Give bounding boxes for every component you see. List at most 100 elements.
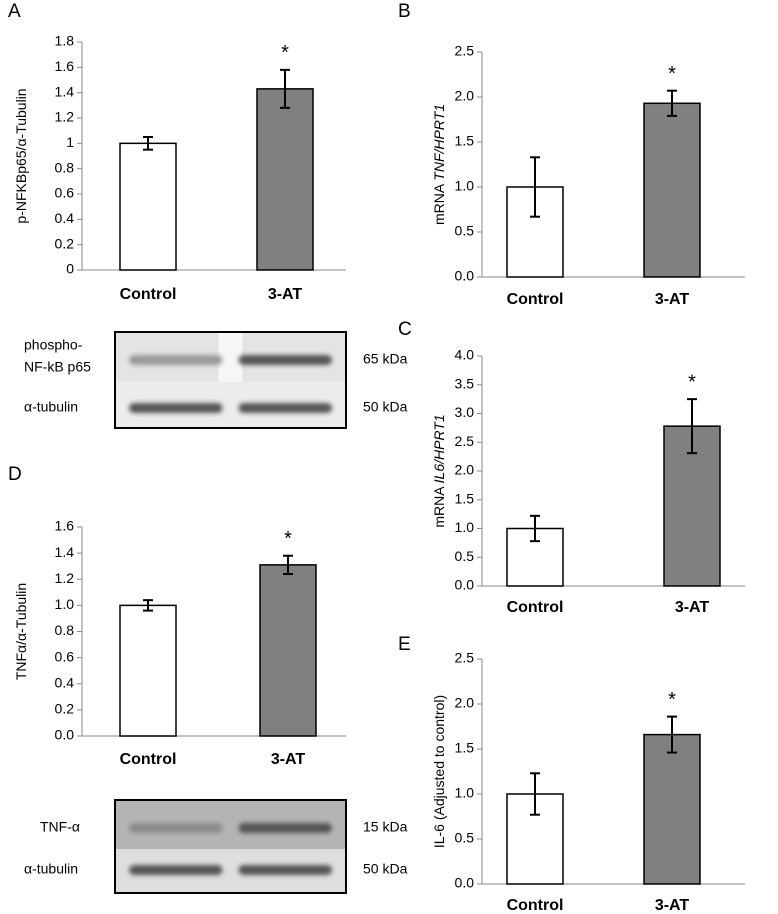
y-tick-label: 1.0 <box>55 596 75 612</box>
error-bar <box>143 599 153 612</box>
y-axis-label: p-NFKBp65/α-Tubulin <box>13 88 29 223</box>
x-tick-label: 3-AT <box>655 291 690 308</box>
error-bar <box>530 156 540 218</box>
y-tick-label: 0.5 <box>455 830 475 846</box>
blot-band <box>129 865 223 875</box>
y-tick-label: 0.0 <box>55 727 75 743</box>
error-bar <box>530 514 540 543</box>
y-label-italic: IL6/HPRT1 <box>431 414 447 483</box>
blot-band <box>129 403 223 413</box>
y-tick-label: 3.5 <box>455 375 475 391</box>
y-tick-label: 0.5 <box>455 548 475 564</box>
x-tick-label: Control <box>507 291 564 308</box>
blot-row-label: TNF-α <box>40 819 80 835</box>
y-tick-label: 1.0 <box>455 519 475 535</box>
blot-lane-gap <box>218 332 243 382</box>
significance-mark: * <box>284 528 292 550</box>
y-axis-label: TNFα/α-Tubulin <box>13 583 29 680</box>
y-tick-label: 1.8 <box>55 33 75 49</box>
y-label-text: p-NFKBp65/α-Tubulin <box>13 88 29 223</box>
panel-letter: A <box>8 1 21 22</box>
y-tick-label: 1.5 <box>455 740 475 756</box>
bar <box>259 564 317 737</box>
blot-size-label: 15 kDa <box>363 819 408 835</box>
error-bar <box>280 68 290 109</box>
blot-band <box>238 403 332 413</box>
blot-row-label: α-tubulin <box>24 861 78 877</box>
y-tick-label: 1.2 <box>55 570 75 586</box>
panel-letter: B <box>398 1 411 22</box>
y-tick-label: 1.0 <box>455 785 475 801</box>
panel-letter: D <box>8 464 22 485</box>
y-label-italic: TNF/HPRT1 <box>431 104 447 181</box>
error-bar <box>667 89 677 117</box>
y-tick-label: 1.4 <box>55 83 75 99</box>
y-tick-label: 0.4 <box>55 210 75 226</box>
y-tick-label: 2.5 <box>455 433 475 449</box>
significance-mark: * <box>688 371 696 393</box>
y-axis-label: IL-6 (Adjusted to control) <box>431 695 447 848</box>
x-tick-label: Control <box>507 897 564 914</box>
y-tick-label: 0.2 <box>55 701 75 717</box>
blot-band <box>238 823 332 833</box>
blot-band <box>129 823 223 833</box>
x-tick-label: 3-AT <box>675 599 710 616</box>
western-blot <box>114 331 347 429</box>
error-bar <box>530 772 540 816</box>
bar <box>643 733 701 885</box>
blot-row-label: α-tubulin <box>24 399 78 415</box>
y-tick-label: 1.5 <box>455 490 475 506</box>
bar <box>643 102 701 278</box>
y-tick-label: 0.0 <box>455 268 475 284</box>
y-tick-label: 1.6 <box>55 58 75 74</box>
y-tick-label: 0.0 <box>455 875 475 891</box>
x-tick-label: Control <box>120 286 177 303</box>
error-bar <box>687 398 697 455</box>
y-tick-label: 0.0 <box>455 577 475 593</box>
significance-mark: * <box>281 42 289 64</box>
y-label-text: TNFα/α-Tubulin <box>13 583 29 680</box>
y-tick-label: 0.8 <box>55 622 75 638</box>
y-tick-label: 0.2 <box>55 235 75 251</box>
x-tick-label: Control <box>120 751 177 768</box>
y-label-text: mRNA <box>431 183 447 225</box>
y-tick-label: 0.6 <box>55 185 75 201</box>
y-tick-label: 2.0 <box>455 462 475 478</box>
blot-row-label: phospho- <box>24 337 83 353</box>
y-label-text: mRNA <box>431 486 447 528</box>
x-tick-label: 3-AT <box>655 897 690 914</box>
bar <box>119 142 177 271</box>
bar <box>119 604 177 737</box>
y-tick-label: 2.0 <box>455 88 475 104</box>
y-tick-label: 1 <box>66 134 74 150</box>
y-tick-label: 3.0 <box>455 404 475 420</box>
y-tick-label: 1.0 <box>455 178 475 194</box>
x-tick-label: Control <box>507 599 564 616</box>
x-tick-label: 3-AT <box>271 751 306 768</box>
panel-letter: C <box>398 319 412 340</box>
significance-mark: * <box>668 689 676 711</box>
error-bar <box>667 715 677 754</box>
y-tick-label: 2.5 <box>455 43 475 59</box>
error-bar <box>143 136 153 151</box>
blot-size-label: 50 kDa <box>363 861 408 877</box>
y-label-text: IL-6 (Adjusted to control) <box>431 695 447 848</box>
bar <box>256 88 314 271</box>
y-axis-label: mRNA IL6/HPRT1 <box>431 414 447 527</box>
y-tick-label: 1.4 <box>55 544 75 560</box>
blot-frame <box>114 331 347 429</box>
error-bar <box>283 554 293 576</box>
blot-size-label: 65 kDa <box>363 351 408 367</box>
blot-band <box>238 865 332 875</box>
y-tick-label: 0 <box>66 261 74 277</box>
western-blot <box>114 799 347 894</box>
y-tick-label: 4.0 <box>455 347 475 363</box>
y-tick-label: 0.5 <box>455 223 475 239</box>
y-tick-label: 2.0 <box>455 695 475 711</box>
y-tick-label: 0.4 <box>55 674 75 690</box>
blot-band <box>238 355 332 365</box>
blot-row-label: NF-kB p65 <box>24 359 91 375</box>
y-axis-label: mRNA TNF/HPRT1 <box>431 104 447 225</box>
y-tick-label: 0.8 <box>55 159 75 175</box>
